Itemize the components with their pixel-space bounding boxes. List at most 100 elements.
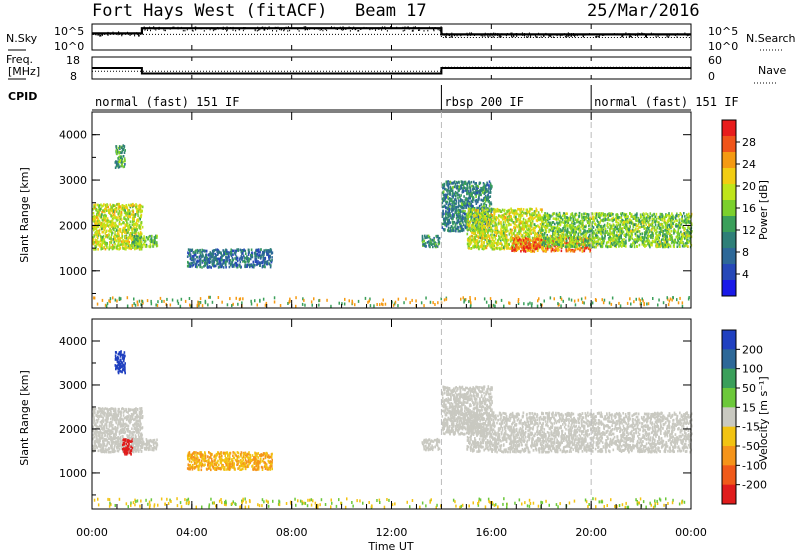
range-cell	[248, 263, 250, 267]
range-cell	[529, 239, 532, 242]
range-cell	[513, 240, 516, 244]
range-cell	[206, 261, 208, 264]
noise-jitter	[264, 28, 266, 30]
range-cell	[531, 220, 534, 223]
range-cell	[433, 236, 435, 240]
range-cell	[137, 209, 139, 213]
range-cell	[488, 184, 490, 187]
range-cell	[117, 244, 120, 248]
range-cell	[139, 210, 142, 214]
range-cell	[217, 262, 219, 266]
range-cell	[213, 264, 216, 268]
noise-jitter	[497, 33, 499, 35]
range-cell	[114, 207, 116, 211]
ground-scatter	[672, 296, 674, 300]
range-cell	[526, 221, 529, 224]
range-cell	[469, 187, 472, 191]
noise-right-tick-low: 10^0	[708, 40, 738, 53]
range-cell	[94, 241, 97, 244]
range-cell	[503, 226, 506, 229]
ground-scatter	[445, 297, 448, 301]
noise-jitter	[100, 35, 102, 37]
range-cell	[483, 216, 486, 219]
range-cell	[530, 224, 532, 227]
range-cell	[449, 221, 452, 224]
noise-jitter	[154, 27, 156, 29]
range-cell	[519, 245, 521, 248]
range-cell	[113, 222, 115, 225]
range-cell	[139, 203, 141, 207]
range-cell	[469, 192, 472, 195]
range-cell	[444, 217, 446, 220]
range-cell	[92, 236, 94, 239]
range-cell	[529, 209, 531, 213]
range-cell	[477, 228, 480, 231]
range-cell	[523, 246, 525, 249]
range-cell	[492, 207, 495, 211]
range-cell	[444, 218, 446, 222]
noise-jitter	[111, 32, 113, 35]
range-cell	[150, 240, 153, 244]
range-cell	[121, 151, 123, 154]
noise-jitter	[378, 28, 380, 30]
range-cell	[452, 207, 455, 210]
noise-jitter	[156, 27, 158, 30]
range-cell	[136, 228, 138, 231]
range-cell	[454, 223, 457, 227]
range-cell	[471, 188, 474, 191]
range-cell	[144, 243, 146, 247]
ground-scatter	[226, 303, 229, 307]
range-cell	[451, 201, 454, 204]
range-cell	[241, 252, 243, 256]
noise-jitter	[467, 34, 469, 37]
ground-scatter	[638, 297, 640, 301]
range-cell	[475, 184, 478, 187]
range-cell	[456, 221, 459, 225]
noise-jitter	[129, 34, 131, 36]
range-cell	[498, 214, 500, 217]
noise-jitter	[450, 33, 452, 36]
ground-scatter	[273, 296, 276, 300]
range-cell	[117, 207, 119, 210]
range-cell	[153, 241, 156, 245]
range-cell	[514, 226, 516, 230]
range-cell	[451, 191, 454, 194]
range-cell	[565, 249, 568, 253]
range-cell	[528, 217, 530, 221]
range-cell	[469, 202, 472, 206]
range-cell	[101, 205, 103, 208]
range-cell	[151, 234, 153, 238]
ground-scatter	[603, 298, 606, 302]
range-cell	[455, 214, 458, 217]
range-cell	[128, 209, 130, 212]
range-cell	[199, 265, 201, 269]
range-cell	[464, 199, 467, 202]
range-cell	[210, 266, 212, 269]
range-cell	[232, 249, 235, 253]
range-cell	[197, 263, 200, 267]
range-cell	[194, 253, 197, 257]
range-cell	[117, 225, 119, 228]
range-cell	[536, 247, 538, 250]
range-cell	[220, 256, 222, 259]
range-cell	[488, 200, 490, 204]
ground-scatter	[652, 297, 654, 300]
range-cell	[434, 242, 437, 246]
range-cell	[554, 244, 556, 248]
range-cell	[461, 217, 464, 221]
ground-scatter	[529, 301, 531, 305]
range-cell	[114, 226, 117, 229]
range-cell	[262, 261, 264, 265]
noise-jitter	[306, 27, 308, 29]
range-cell	[430, 239, 432, 243]
noise-jitter	[491, 36, 493, 38]
range-cell	[139, 231, 142, 234]
range-cell	[482, 226, 485, 229]
range-cell	[487, 183, 489, 186]
range-cell	[233, 251, 236, 255]
range-cell	[455, 229, 457, 233]
range-cell	[451, 217, 453, 221]
range-cell	[557, 248, 560, 252]
range-cell	[263, 253, 265, 256]
range-cell	[472, 191, 475, 194]
